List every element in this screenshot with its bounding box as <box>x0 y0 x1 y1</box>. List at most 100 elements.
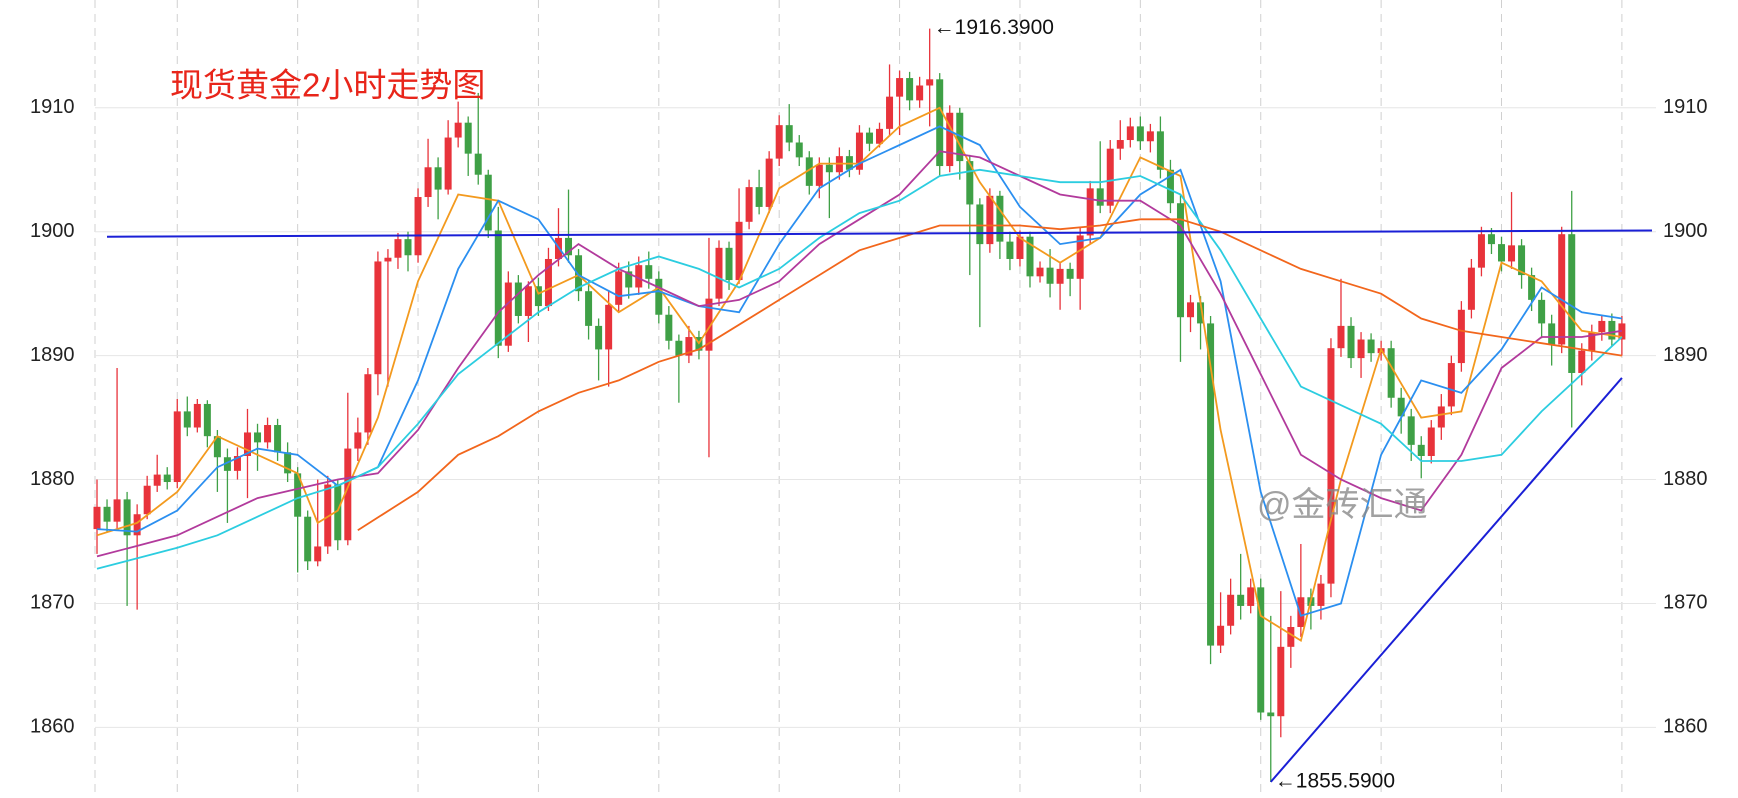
candle-body <box>745 187 753 222</box>
candle-body <box>103 506 111 522</box>
candle-body <box>565 237 573 256</box>
candle-body <box>1176 203 1184 318</box>
candle-body <box>805 157 813 186</box>
candle-body <box>254 432 262 443</box>
candle-body <box>1317 583 1325 606</box>
candle-body <box>1016 236 1024 259</box>
candle-body <box>585 291 593 326</box>
candle-body <box>1568 234 1576 373</box>
candle-body <box>193 403 201 428</box>
candle-body <box>665 314 673 341</box>
candle-body <box>785 125 793 143</box>
candle-body <box>976 204 984 245</box>
candle-body <box>1457 309 1465 364</box>
candle-body <box>1086 188 1094 236</box>
candle-body <box>635 265 643 288</box>
candle-body <box>384 257 392 262</box>
candle-body <box>1327 348 1335 584</box>
candle-body <box>444 137 452 190</box>
candle-body <box>354 432 362 449</box>
candle-body <box>233 456 241 471</box>
candle-body <box>374 261 382 375</box>
candle-body <box>575 255 583 292</box>
y-tick-label-right: 1910 <box>1663 96 1708 118</box>
candle-body <box>1588 332 1596 351</box>
candle-body <box>494 230 502 346</box>
candle-body <box>414 197 422 256</box>
candle-body <box>966 161 974 205</box>
candle-body <box>1096 188 1104 206</box>
candle-body <box>264 425 272 443</box>
candle-body <box>213 436 221 458</box>
candle-body <box>625 271 633 288</box>
candle-body <box>605 304 613 350</box>
candle-body <box>1608 320 1616 340</box>
candle-body <box>1287 627 1295 647</box>
trend-line <box>106 229 1653 238</box>
candle-body <box>675 340 683 356</box>
candle-body <box>1548 323 1556 345</box>
candle-body <box>1166 169 1174 204</box>
y-tick-label-right: 1900 <box>1663 220 1708 242</box>
candle-body <box>484 174 492 231</box>
candle-body <box>855 132 863 170</box>
candle-body <box>906 78 914 101</box>
candle-body <box>1417 444 1425 456</box>
candle-body <box>615 271 623 305</box>
candle-body <box>926 79 934 86</box>
candle-body <box>655 278 663 315</box>
candle-body <box>1467 267 1475 310</box>
plot <box>93 0 1656 798</box>
candle-body <box>143 485 151 515</box>
candle-body <box>755 187 763 207</box>
candle-body <box>1257 587 1265 713</box>
candle-body <box>434 167 442 190</box>
candle-body <box>1487 234 1495 245</box>
candle-body <box>163 474 171 483</box>
candle-body <box>1116 140 1124 149</box>
y-tick-label-left: 1860 <box>30 716 75 738</box>
candle-body <box>896 78 904 97</box>
candle-body <box>1598 320 1606 333</box>
candle-body <box>474 153 482 175</box>
candle-body <box>364 374 372 433</box>
candle-body <box>1267 712 1275 717</box>
candle-body <box>1347 325 1355 359</box>
candle-body <box>815 164 823 186</box>
candle-body <box>1146 131 1154 142</box>
candle-body <box>1187 302 1195 318</box>
candle-body <box>183 411 191 428</box>
candle-body <box>424 167 432 198</box>
watermark: @金砖汇通 <box>1257 486 1428 524</box>
candle-body <box>1136 126 1144 142</box>
candle-body <box>1518 245 1526 276</box>
candle-body <box>243 432 251 456</box>
candle-body <box>886 96 894 129</box>
candle-body <box>936 79 944 167</box>
candle-body <box>1498 244 1506 262</box>
candle-body <box>1197 302 1205 324</box>
candle-body <box>394 239 402 258</box>
candle-body <box>876 128 884 144</box>
candle-body <box>173 411 181 483</box>
candle-body <box>1217 625 1225 646</box>
candle-body <box>1397 397 1405 417</box>
candle-body <box>1056 268 1064 284</box>
candle-body <box>514 282 522 316</box>
annotation: ←1916.3900 <box>934 16 1054 39</box>
candle-body <box>1357 339 1365 359</box>
candle-body <box>1106 148 1114 206</box>
candle-body <box>705 298 713 351</box>
candle-body <box>223 457 231 471</box>
candle-body <box>274 425 282 453</box>
candle-body <box>1006 241 1014 259</box>
candle-body <box>715 247 723 299</box>
candle-body <box>765 158 773 207</box>
candle-body <box>1026 236 1034 277</box>
candle-body <box>1237 594 1245 606</box>
candle-body <box>996 195 1004 242</box>
candle-body <box>304 516 312 562</box>
candle-body <box>314 546 322 562</box>
